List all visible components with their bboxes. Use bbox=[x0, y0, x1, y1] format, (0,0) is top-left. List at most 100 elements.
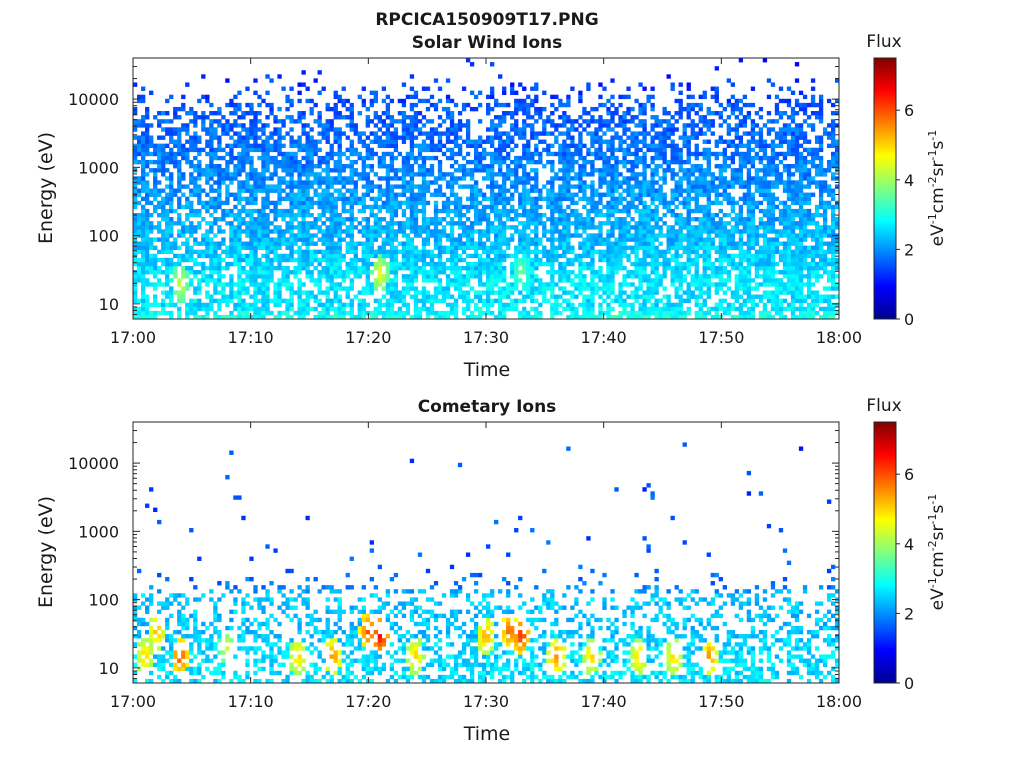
spectrogram-cell bbox=[297, 176, 302, 181]
spectrogram-cell bbox=[141, 208, 146, 214]
spectrogram-cell bbox=[277, 180, 282, 185]
spectrogram-cell bbox=[530, 265, 535, 271]
spectrogram-cell bbox=[622, 290, 627, 295]
spectrogram-cell bbox=[598, 155, 603, 161]
spectrogram-cell bbox=[622, 176, 627, 181]
spectrogram-cell bbox=[514, 159, 519, 165]
spectrogram-cell bbox=[566, 184, 571, 189]
spectrogram-cell bbox=[137, 245, 142, 250]
spectrogram-cell bbox=[654, 212, 659, 218]
spectrogram-cell bbox=[634, 233, 639, 238]
spectrogram-cell bbox=[285, 310, 290, 316]
spectrogram-cell bbox=[377, 217, 382, 222]
spectrogram-cell bbox=[417, 131, 423, 136]
spectrogram-cell bbox=[169, 155, 174, 161]
spectrogram-cell bbox=[133, 245, 138, 250]
spectrogram-cell bbox=[578, 139, 583, 144]
spectrogram-cell bbox=[590, 286, 595, 291]
spectrogram-cell bbox=[389, 282, 395, 287]
spectrogram-cell bbox=[610, 278, 615, 283]
spectrogram-cell bbox=[433, 290, 439, 295]
spectrogram-cell bbox=[445, 208, 451, 214]
spectrogram-cell bbox=[473, 241, 479, 246]
spectrogram-cell bbox=[137, 261, 142, 267]
spectrogram-cell bbox=[205, 115, 210, 120]
spectrogram-cell bbox=[225, 164, 230, 169]
spectrogram-cell bbox=[369, 282, 374, 287]
spectrogram-cell bbox=[413, 261, 419, 267]
spectrogram-cell bbox=[630, 306, 635, 312]
spectrogram-cell bbox=[257, 119, 262, 124]
spectrogram-cell bbox=[582, 159, 587, 165]
spectrogram-cell bbox=[329, 106, 334, 112]
spectrogram-cell bbox=[213, 257, 218, 263]
spectrogram-cell bbox=[309, 135, 314, 140]
spectrogram-cell bbox=[265, 274, 270, 279]
spectrogram-cell bbox=[630, 184, 635, 189]
spectrogram-cell bbox=[638, 155, 643, 161]
spectrogram-cell bbox=[413, 192, 419, 197]
spectrogram-cell bbox=[281, 270, 286, 275]
spectrogram-cell bbox=[546, 253, 551, 259]
spectrogram-cell bbox=[377, 127, 382, 132]
spectrogram-cell bbox=[201, 119, 206, 124]
spectrogram-cell bbox=[465, 135, 471, 140]
spectrogram-cell bbox=[249, 225, 254, 230]
spectrogram-cell bbox=[253, 290, 258, 295]
spectrogram-cell bbox=[502, 90, 507, 96]
spectrogram-cell bbox=[598, 151, 603, 157]
spectrogram-cell bbox=[357, 290, 362, 295]
spectrogram-cell bbox=[622, 310, 627, 316]
spectrogram-cell bbox=[273, 302, 278, 308]
spectrogram-cell bbox=[598, 286, 603, 291]
spectrogram-cell bbox=[417, 208, 423, 214]
spectrogram-cell bbox=[481, 290, 487, 295]
spectrogram-cell bbox=[490, 282, 495, 287]
spectrogram-cell bbox=[325, 208, 330, 214]
spectrogram-cell bbox=[241, 208, 246, 214]
spectrogram-cell bbox=[522, 225, 527, 230]
spectrogram-cell bbox=[510, 274, 515, 279]
spectrogram-cell bbox=[385, 265, 391, 271]
spectrogram-cell bbox=[317, 90, 322, 96]
spectrogram-cell bbox=[518, 180, 523, 185]
spectrogram-cell bbox=[225, 282, 230, 287]
spectrogram-cell bbox=[137, 310, 142, 316]
spectrogram-cell bbox=[473, 143, 479, 149]
spectrogram-cell bbox=[281, 188, 286, 193]
spectrogram-cell bbox=[297, 270, 302, 275]
spectrogram-cell bbox=[381, 131, 387, 136]
spectrogram-cell bbox=[582, 229, 587, 234]
spectrogram-cell bbox=[401, 98, 407, 104]
spectrogram-cell bbox=[590, 257, 595, 263]
spectrogram-cell bbox=[578, 221, 583, 226]
spectrogram-cell bbox=[650, 102, 655, 108]
spectrogram-cell bbox=[253, 180, 258, 185]
spectrogram-cell bbox=[401, 168, 407, 173]
spectrogram-cell bbox=[526, 249, 531, 255]
spectrogram-cell bbox=[189, 212, 194, 218]
spectrogram-cell bbox=[217, 241, 222, 246]
spectrogram-cell bbox=[221, 229, 226, 234]
spectrogram-cell bbox=[245, 111, 250, 116]
spectrogram-cell bbox=[189, 265, 194, 271]
spectrogram-cell bbox=[437, 298, 443, 303]
spectrogram-cell bbox=[197, 135, 202, 140]
spectrogram-cell bbox=[185, 217, 190, 222]
spectrogram-cell bbox=[241, 217, 246, 222]
spectrogram-cell bbox=[494, 298, 499, 303]
spectrogram-cell bbox=[261, 237, 266, 242]
spectrogram-cell bbox=[473, 159, 479, 165]
spectrogram-cell bbox=[421, 188, 427, 193]
spectrogram-cell bbox=[301, 164, 306, 169]
spectrogram-cell bbox=[217, 282, 222, 287]
spectrogram-cell bbox=[405, 217, 411, 222]
spectrogram-cell bbox=[205, 151, 210, 157]
spectrogram-cell bbox=[337, 164, 342, 169]
spectrogram-cell bbox=[197, 302, 202, 308]
spectrogram-cell bbox=[530, 196, 535, 202]
spectrogram-cell bbox=[506, 188, 511, 193]
spectrogram-cell bbox=[550, 310, 555, 316]
spectrogram-cell bbox=[405, 253, 411, 259]
spectrogram-cell bbox=[357, 298, 362, 303]
